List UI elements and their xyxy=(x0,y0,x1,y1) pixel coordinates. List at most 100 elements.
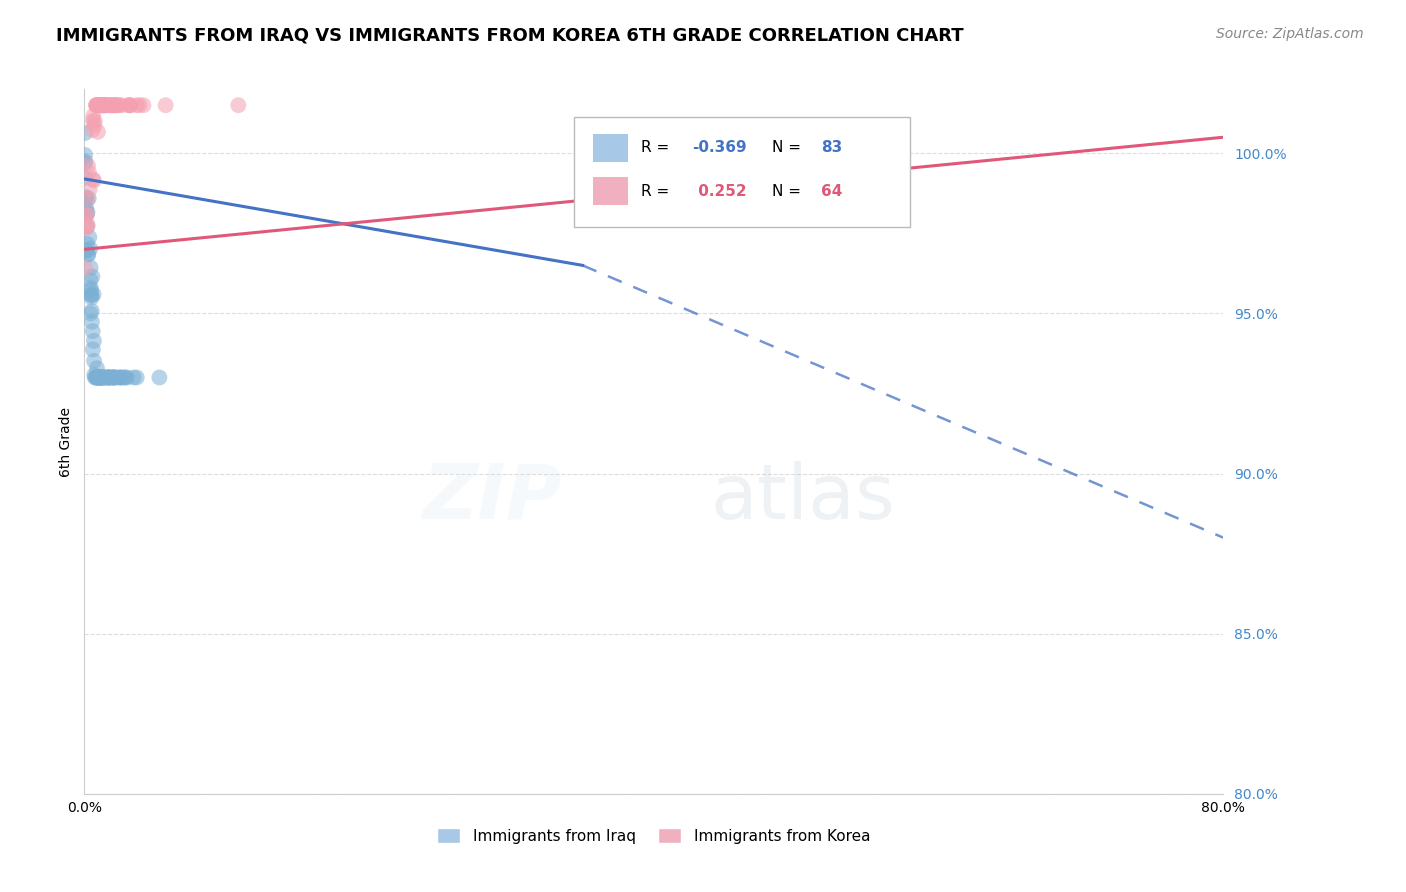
Point xyxy=(90,370,112,384)
Point xyxy=(75,156,97,170)
Point xyxy=(91,98,114,112)
Text: R =: R = xyxy=(641,184,675,199)
Point xyxy=(82,113,104,128)
Point xyxy=(94,370,117,384)
Point xyxy=(75,201,97,215)
Point xyxy=(110,370,132,384)
Point xyxy=(226,98,249,112)
Point xyxy=(79,242,101,256)
Point xyxy=(112,370,135,384)
Point xyxy=(80,288,103,302)
Point xyxy=(122,370,145,384)
Point xyxy=(77,247,100,261)
Point xyxy=(103,370,125,384)
Point xyxy=(80,288,103,302)
Point xyxy=(86,370,108,384)
Point xyxy=(110,370,132,384)
Point xyxy=(148,370,170,384)
Text: Source: ZipAtlas.com: Source: ZipAtlas.com xyxy=(1216,27,1364,41)
Point xyxy=(76,208,98,222)
Point xyxy=(83,368,105,382)
Point xyxy=(100,98,122,112)
Point xyxy=(86,361,108,376)
Text: IMMIGRANTS FROM IRAQ VS IMMIGRANTS FROM KOREA 6TH GRADE CORRELATION CHART: IMMIGRANTS FROM IRAQ VS IMMIGRANTS FROM … xyxy=(56,27,965,45)
Point xyxy=(80,291,103,305)
Text: ZIP: ZIP xyxy=(423,461,562,535)
Point xyxy=(110,370,132,384)
Point xyxy=(93,98,115,112)
Point xyxy=(82,172,104,186)
Point xyxy=(75,244,97,258)
Point xyxy=(89,98,111,112)
Text: 83: 83 xyxy=(821,140,842,155)
Point xyxy=(87,370,110,384)
Point xyxy=(86,98,108,112)
Point xyxy=(87,98,110,112)
Point xyxy=(76,219,98,234)
Point xyxy=(103,98,125,112)
Point xyxy=(118,98,141,112)
Point xyxy=(114,370,136,384)
Point xyxy=(86,370,108,384)
Point xyxy=(103,370,125,384)
Point xyxy=(80,315,103,329)
FancyBboxPatch shape xyxy=(574,118,910,227)
Point xyxy=(94,98,117,112)
Point xyxy=(89,370,111,384)
Point xyxy=(120,98,142,112)
Point xyxy=(90,370,112,384)
Point xyxy=(75,192,97,206)
FancyBboxPatch shape xyxy=(593,178,627,205)
Point xyxy=(77,165,100,179)
Point xyxy=(84,98,107,112)
Point xyxy=(83,118,105,132)
Point xyxy=(91,98,114,112)
Point xyxy=(86,370,108,384)
Point xyxy=(75,244,97,259)
Point xyxy=(75,220,97,235)
Point xyxy=(94,98,117,112)
Point xyxy=(83,287,105,301)
Point xyxy=(76,220,98,235)
Point xyxy=(93,370,115,384)
Point xyxy=(83,354,105,368)
Point xyxy=(87,370,110,384)
Point xyxy=(87,98,110,112)
Point xyxy=(76,192,98,206)
Point xyxy=(98,370,121,384)
Point xyxy=(97,98,120,112)
Point xyxy=(97,370,120,384)
Point xyxy=(80,284,103,298)
Point xyxy=(77,159,100,173)
Point xyxy=(111,98,134,112)
Point xyxy=(75,126,97,140)
Point xyxy=(75,171,97,186)
Point xyxy=(118,98,141,112)
Point xyxy=(90,370,112,384)
Point xyxy=(75,190,97,204)
Point xyxy=(75,154,97,169)
Point xyxy=(76,218,98,232)
Point xyxy=(83,114,105,128)
Point xyxy=(77,247,100,261)
Point xyxy=(76,236,98,251)
Point xyxy=(96,98,118,112)
Point xyxy=(101,98,124,112)
Point xyxy=(93,98,115,112)
Point xyxy=(87,98,110,112)
Point xyxy=(91,98,114,112)
Point xyxy=(90,370,112,384)
Point xyxy=(91,98,114,112)
Point xyxy=(96,98,118,112)
Point xyxy=(105,98,128,112)
Point xyxy=(100,98,122,112)
Point xyxy=(89,370,111,384)
Text: N =: N = xyxy=(772,184,806,199)
Point xyxy=(98,370,121,384)
Point xyxy=(125,98,148,112)
Point xyxy=(86,98,108,112)
Point xyxy=(91,98,114,112)
Point xyxy=(108,98,131,112)
Point xyxy=(82,109,104,123)
Point xyxy=(79,230,101,244)
